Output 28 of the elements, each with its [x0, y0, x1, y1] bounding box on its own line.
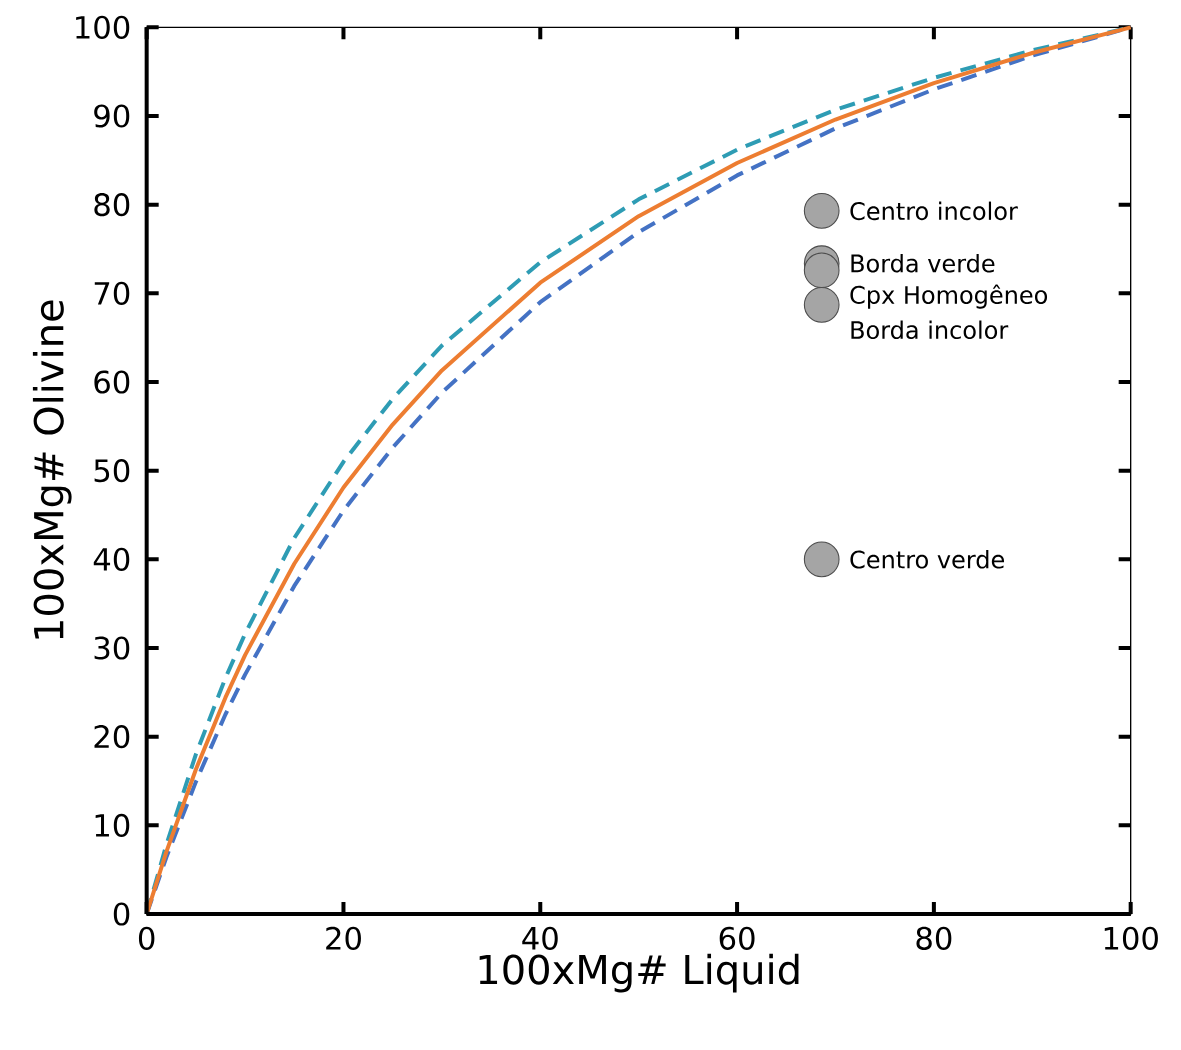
x-tick-label: 100	[1104, 926, 1158, 950]
point	[803, 192, 840, 229]
x-axis-title: 100xMg# Liquid	[479, 953, 799, 993]
data-label: Cpx Homogêneo	[850, 284, 1048, 309]
y-tick-label: 20	[94, 725, 130, 749]
y-tick-label: 70	[94, 281, 130, 305]
data-label: Borda incolor	[851, 320, 1009, 340]
x-tick-label: 80	[916, 926, 952, 950]
y-axis-title: 100xMg# Olivine	[32, 300, 72, 639]
x-tick-label: 0	[138, 926, 155, 950]
y-tick-label: 90	[94, 104, 130, 128]
y-tick-label: 80	[94, 193, 130, 217]
data-label: Centro verde	[850, 550, 1005, 569]
data-label: Centro incolor	[850, 201, 1018, 221]
x-tick-label: 40	[522, 926, 558, 950]
y-tick-label: 10	[95, 813, 130, 837]
y-tick-label: 0	[113, 902, 130, 926]
x-tick-label: 20	[326, 926, 361, 950]
y-tick-label: 60	[94, 370, 130, 394]
point	[803, 252, 840, 289]
y-tick-label: 30	[94, 636, 130, 660]
point	[803, 541, 840, 578]
y-tick-label: 100	[76, 15, 130, 39]
x-tick-label: 60	[719, 926, 755, 950]
data-label: Borda verde	[851, 253, 995, 273]
y-tick-label: 40	[93, 547, 130, 571]
point	[803, 286, 840, 323]
y-tick-label: 50	[94, 459, 130, 483]
